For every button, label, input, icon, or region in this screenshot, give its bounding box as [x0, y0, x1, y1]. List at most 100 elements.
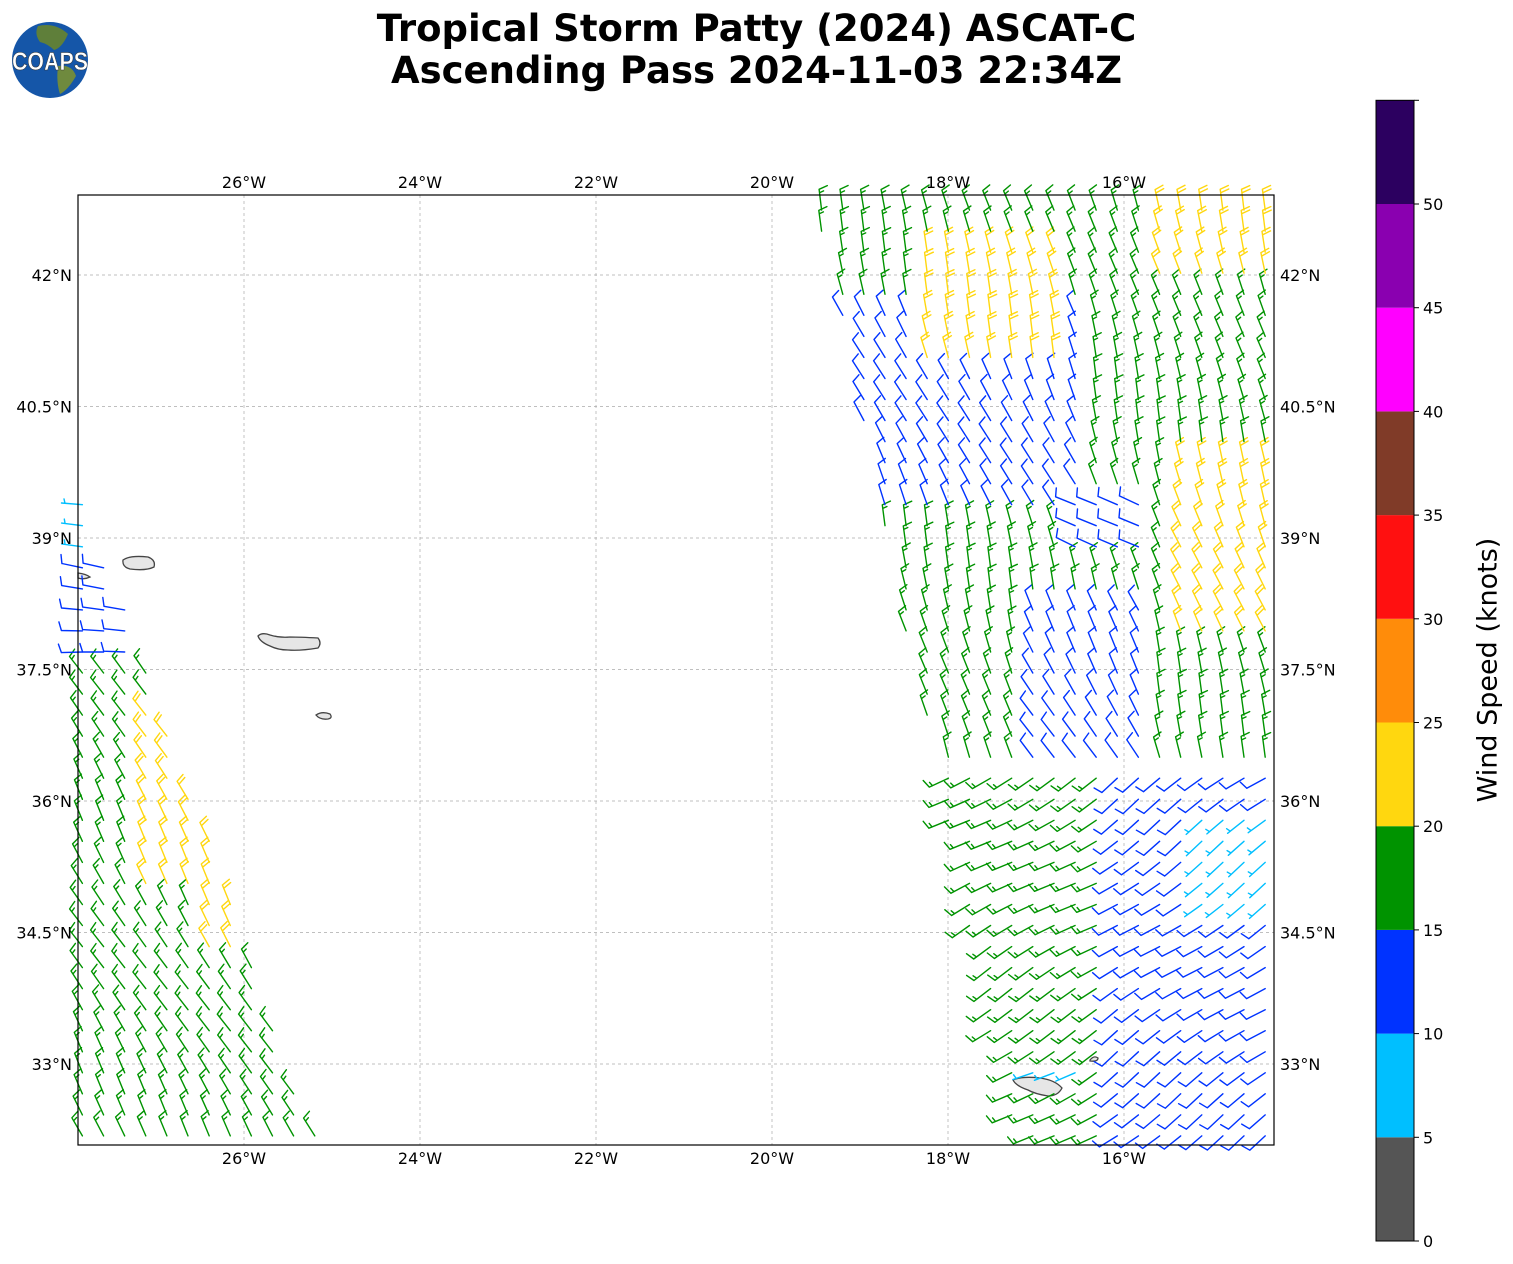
wind-barb	[135, 878, 147, 906]
wind-barb	[1216, 626, 1226, 653]
wind-barb	[1061, 732, 1076, 758]
wind-barb	[111, 921, 126, 948]
wind-barb	[1261, 184, 1272, 211]
wind-barb	[1155, 1009, 1182, 1022]
wind-barb	[1097, 529, 1118, 548]
wind-barb	[1025, 499, 1035, 527]
wind-barb	[1173, 226, 1184, 253]
wind-barb	[1212, 584, 1224, 611]
wind-barb	[1191, 563, 1203, 590]
lat-tick-label-left: 34.5°N	[16, 924, 72, 943]
lon-tick-label-bottom: 16°W	[1102, 1149, 1146, 1168]
wind-barb	[1155, 1030, 1182, 1044]
wind-barb	[1070, 966, 1097, 979]
wind-barb	[1006, 1114, 1034, 1124]
wind-barb	[1076, 528, 1097, 548]
wind-barb	[923, 269, 934, 295]
wind-barb	[113, 879, 126, 906]
wind-barb	[900, 563, 910, 590]
wind-barb	[1112, 945, 1140, 957]
wind-barb	[1065, 647, 1076, 674]
wind-barb	[112, 900, 126, 927]
wind-barb	[196, 963, 210, 990]
wind-barb	[198, 1068, 210, 1095]
lat-tick-label-left: 39°N	[32, 529, 72, 548]
wind-barb	[959, 352, 971, 380]
wind-barb	[1003, 668, 1013, 695]
wind-barb	[1175, 352, 1185, 380]
wind-barb	[981, 689, 992, 716]
colorbar-label: Wind Speed (knots)	[1472, 537, 1504, 803]
wind-barb	[981, 352, 992, 380]
wind-barb	[1063, 437, 1076, 464]
wind-barb	[93, 836, 105, 864]
wind-barb	[1130, 289, 1140, 316]
wind-barb	[1240, 1093, 1266, 1108]
wind-barb	[1214, 268, 1224, 295]
wind-barb	[156, 773, 168, 800]
wind-barb	[1150, 247, 1161, 274]
wind-barb	[1135, 1114, 1161, 1130]
wind-barb	[1220, 1135, 1245, 1151]
wind-barb	[1066, 584, 1076, 611]
wind-barb	[133, 648, 147, 674]
wind-barb	[132, 921, 147, 948]
wind-barb	[1092, 840, 1118, 855]
wind-barb	[1028, 819, 1055, 832]
wind-barb	[79, 620, 105, 632]
wind-barb	[839, 205, 850, 232]
colorbar-segment	[1376, 100, 1414, 204]
wind-barb	[897, 289, 907, 316]
wind-barb	[1113, 861, 1140, 876]
wind-barb	[985, 840, 1013, 851]
wind-barb	[221, 878, 232, 906]
wind-barb	[1254, 605, 1266, 632]
wind-barb	[1040, 732, 1055, 758]
wind-barb	[1214, 289, 1224, 316]
wind-barb	[978, 416, 992, 443]
wind-barb	[94, 1068, 105, 1095]
wind-barb	[1050, 1051, 1076, 1065]
wind-barb	[177, 1047, 189, 1074]
wind-barb	[90, 942, 105, 969]
wind-barb	[1050, 1030, 1076, 1045]
wind-barb	[1171, 499, 1182, 527]
wind-barb	[199, 1089, 210, 1116]
wind-barb	[1235, 310, 1245, 338]
wind-barb	[1118, 529, 1140, 548]
wind-barb	[1256, 331, 1266, 359]
wind-barb	[1198, 710, 1208, 737]
wind-barb	[1176, 184, 1187, 211]
wind-barb	[1054, 487, 1076, 506]
wind-barb	[1193, 499, 1203, 527]
wind-barb	[902, 248, 913, 274]
wind-barb	[94, 1025, 105, 1053]
wind-barb	[1022, 626, 1034, 653]
colorbar: 0 5 10 15 20 25 30 35 40 45 50	[1375, 99, 1443, 1251]
wind-barb	[1193, 268, 1203, 295]
wind-barb	[1008, 311, 1019, 338]
wind-barb	[220, 1089, 231, 1116]
wind-barb	[259, 1068, 274, 1095]
wind-barb	[1042, 668, 1055, 695]
wind-barb	[1049, 882, 1076, 893]
wind-barb	[153, 942, 168, 969]
wind-barb	[174, 985, 189, 1011]
wind-barb	[986, 1009, 1013, 1023]
wind-barb	[1127, 584, 1140, 611]
wind-barb	[1087, 647, 1097, 674]
wind-barb	[179, 836, 189, 864]
wind-barb	[1176, 374, 1186, 401]
wind-barb	[1029, 1030, 1055, 1045]
wind-barb	[981, 668, 992, 695]
wind-barb	[1113, 882, 1140, 896]
wind-barb	[960, 478, 971, 506]
wind-barb	[81, 553, 105, 569]
wind-barb	[1156, 1135, 1182, 1150]
wind-barb	[1177, 1072, 1203, 1088]
wind-barb	[1023, 605, 1034, 632]
wind-barb	[1007, 840, 1034, 851]
wind-barb	[923, 521, 934, 548]
colorbar-tick-label: 5	[1423, 1128, 1433, 1147]
wind-barb	[1257, 289, 1266, 316]
